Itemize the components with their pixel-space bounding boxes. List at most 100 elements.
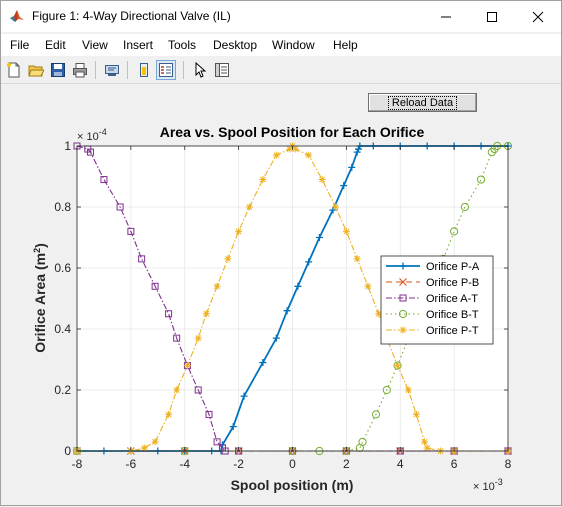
data-point	[291, 145, 299, 153]
new-figure-icon[interactable]	[4, 60, 24, 80]
menu-insert[interactable]: Insert	[123, 38, 154, 52]
matlab-icon	[9, 8, 25, 24]
data-point	[353, 148, 361, 156]
legend-item[interactable]: Orifice A-T	[386, 293, 478, 305]
open-file-icon[interactable]	[26, 60, 46, 80]
data-point	[318, 176, 326, 184]
y-exponent-power: -4	[99, 127, 107, 137]
data-point	[140, 444, 148, 452]
property-inspector-icon[interactable]	[212, 60, 232, 80]
menu-window[interactable]: Window	[272, 38, 315, 52]
y-tick-label: 0.4	[54, 322, 71, 336]
data-point	[235, 227, 243, 235]
data-point	[394, 362, 402, 370]
data-point	[165, 310, 173, 318]
legend-label: Orifice P-T	[426, 325, 479, 337]
data-point	[371, 410, 381, 419]
menu-edit[interactable]: Edit	[45, 38, 66, 52]
edit-plot-arrow-icon[interactable]	[190, 60, 210, 80]
minimize-icon	[441, 16, 451, 17]
data-point	[294, 282, 302, 290]
legend-marker	[399, 326, 407, 334]
data-point	[245, 203, 253, 211]
x-exponent-base: × 10	[473, 481, 495, 493]
y-axis-label-text: Orifice Area (m	[32, 253, 48, 353]
menu-tools[interactable]: Tools	[168, 38, 197, 52]
data-point	[393, 361, 402, 370]
print-preview-icon[interactable]	[102, 60, 122, 80]
data-point	[173, 334, 181, 342]
x-tick-label: 4	[397, 457, 404, 471]
close-button[interactable]	[515, 1, 561, 32]
title-bar[interactable]: Figure 1: 4-Way Directional Valve (IL)	[1, 1, 561, 32]
reload-data-button[interactable]: Reload Data	[368, 93, 477, 112]
y-tick-label: 0.2	[54, 383, 71, 397]
x-tick-label: -6	[126, 457, 137, 471]
data-point	[259, 176, 267, 184]
data-point	[194, 334, 202, 342]
data-point	[358, 437, 367, 446]
insert-legend-icon[interactable]	[156, 60, 176, 80]
data-point	[353, 255, 361, 263]
legend-item[interactable]: Orifice B-T	[386, 309, 479, 321]
toolbar-separator	[95, 61, 96, 79]
x-tick-label: -8	[72, 457, 83, 471]
data-point	[272, 151, 280, 159]
data-point	[116, 203, 124, 211]
legend-label: Orifice A-T	[426, 293, 478, 305]
menu-file[interactable]: File	[10, 38, 30, 52]
data-point	[420, 438, 428, 446]
data-point	[86, 148, 94, 156]
legend-item[interactable]: Orifice P-T	[386, 325, 479, 337]
x-tick-label: 8	[505, 457, 512, 471]
menu-desktop[interactable]: Desktop	[213, 38, 258, 52]
menu-bar: File Edit View Insert Tools Desktop Wind…	[1, 34, 561, 81]
data-point	[423, 444, 431, 452]
data-point	[224, 255, 232, 263]
data-point	[240, 392, 248, 400]
link-plot-icon[interactable]	[134, 60, 154, 80]
save-icon[interactable]	[48, 60, 68, 80]
menu-help[interactable]: Help	[333, 38, 358, 52]
y-exponent-base: × 10	[77, 131, 99, 143]
minimize-button[interactable]	[423, 1, 469, 32]
data-point	[259, 359, 267, 367]
data-point	[412, 410, 420, 418]
series-line	[77, 145, 508, 452]
x-exponent-power: -3	[495, 477, 503, 487]
data-point	[205, 410, 213, 418]
data-point	[375, 310, 383, 318]
data-point	[315, 234, 323, 241]
data-point	[202, 310, 210, 318]
data-point	[138, 255, 146, 263]
data-point	[348, 163, 356, 171]
data-point	[283, 307, 291, 315]
reload-data-label: Reload Data	[387, 95, 458, 110]
legend-label: Orifice P-A	[426, 261, 480, 273]
data-point	[165, 410, 173, 418]
y-axis-label-superscript: 2	[32, 248, 42, 253]
data-point	[194, 386, 202, 394]
legend-marker	[399, 278, 407, 286]
legend-label: Orifice P-B	[426, 277, 479, 289]
legend-item[interactable]: Orifice P-B	[386, 277, 479, 289]
figure-toolbar	[1, 57, 561, 84]
data-point	[272, 334, 280, 342]
data-point	[382, 385, 391, 395]
maximize-button[interactable]	[469, 1, 515, 32]
toolbar-separator	[183, 61, 184, 79]
data-point	[183, 362, 191, 370]
data-point	[364, 282, 372, 290]
data-point	[213, 438, 221, 446]
y-tick-label: 0.8	[54, 200, 71, 214]
legend-item[interactable]: Orifice P-A	[386, 261, 480, 273]
x-exponent-label: × 10-3	[473, 477, 503, 493]
legend[interactable]: Orifice P-A Orifice P-B Orifice A-T Orifice…	[380, 255, 494, 345]
data-point	[305, 151, 313, 159]
menu-view[interactable]: View	[82, 38, 108, 52]
data-point	[127, 227, 135, 235]
print-icon[interactable]	[70, 60, 90, 80]
x-tick-label: 0	[289, 457, 296, 471]
x-tick-label: -4	[179, 457, 190, 471]
